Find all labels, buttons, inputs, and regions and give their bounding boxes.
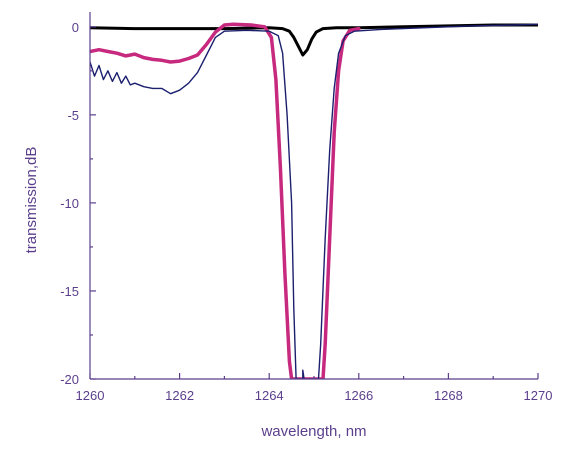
- x-tick-label: 1262: [165, 388, 194, 403]
- y-tick-label: 0: [72, 20, 79, 35]
- y-tick-label: -5: [67, 108, 79, 123]
- series-line-navy-curve: [90, 23, 538, 379]
- x-axis-title: wavelength, nm: [260, 423, 366, 440]
- axes: 1260 1262 1264 1266 1268 1270 0 -5 -10 -15 -20: [60, 12, 552, 403]
- y-tick-label: -15: [60, 284, 79, 299]
- x-tick-label: 1268: [434, 388, 463, 403]
- series-line-magenta-curve: [90, 22, 361, 379]
- y-tick-label: -10: [60, 196, 79, 211]
- series-layer: [90, 22, 538, 379]
- x-tick-label: 1270: [524, 388, 553, 403]
- x-tick-label: 1266: [344, 388, 373, 403]
- y-axis-title: transmission,dB: [23, 147, 40, 254]
- y-tick-label: -20: [60, 372, 79, 387]
- x-tick-label: 1260: [76, 388, 105, 403]
- x-tick-label: 1264: [255, 388, 284, 403]
- series-line-reference-curve: [90, 23, 538, 57]
